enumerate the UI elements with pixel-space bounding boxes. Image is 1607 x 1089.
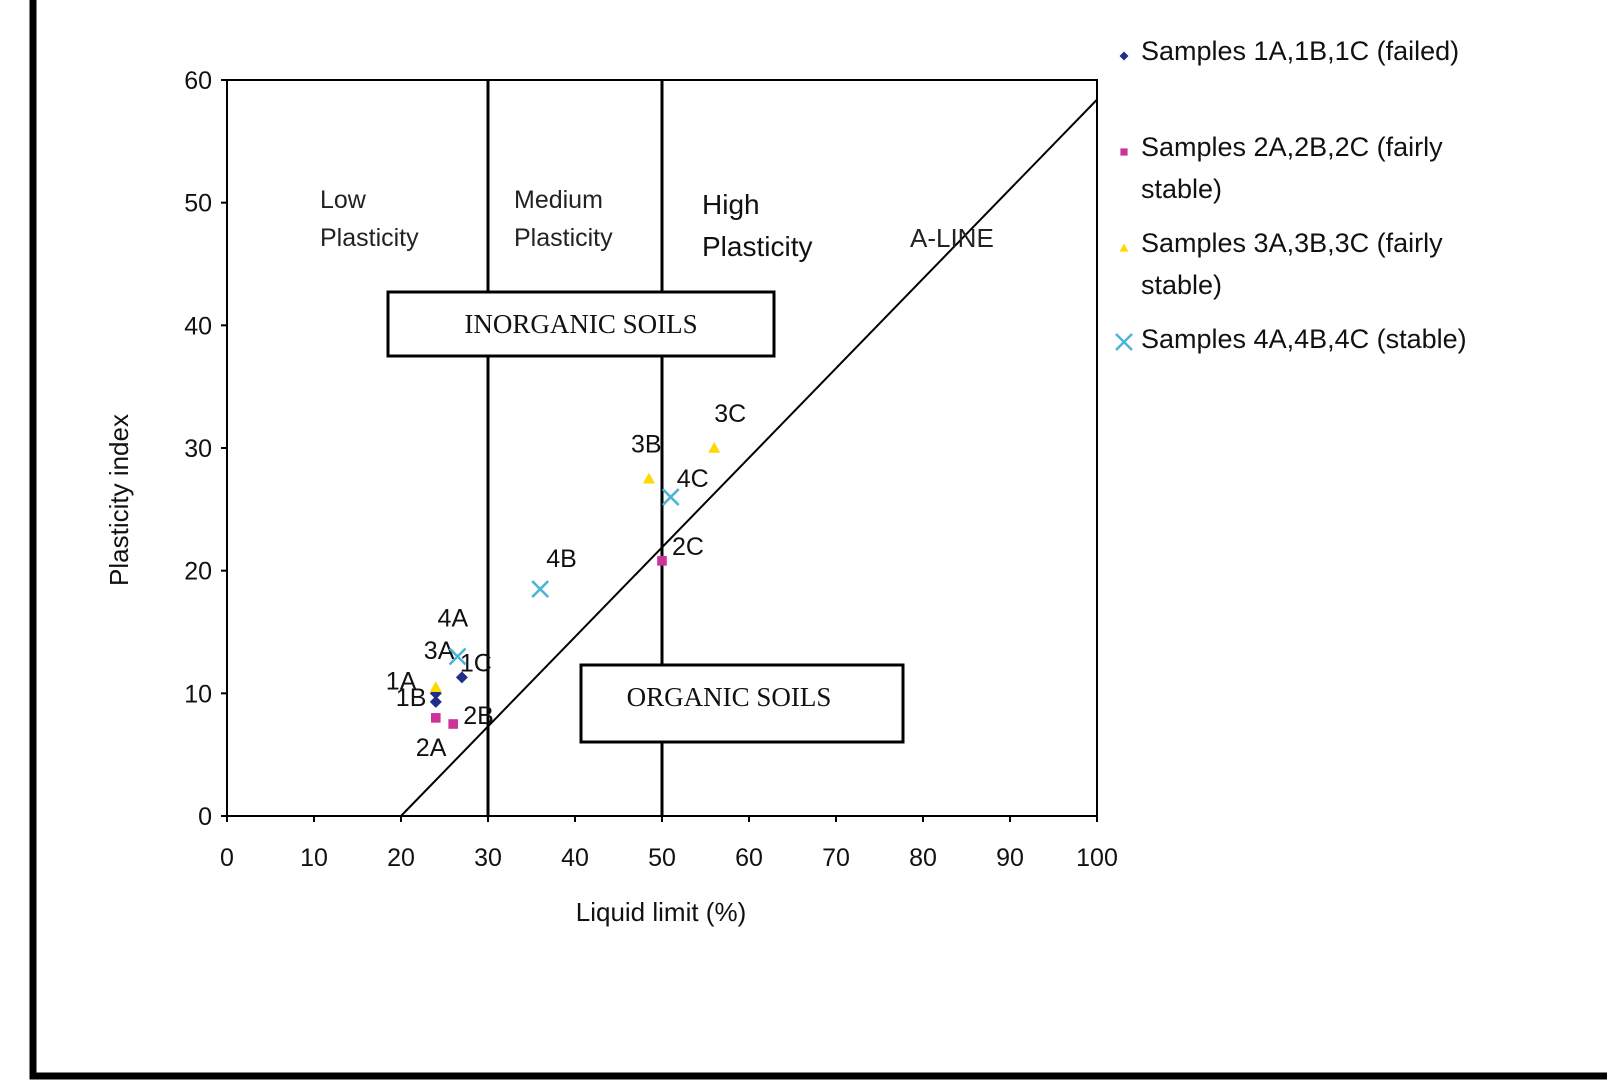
- y-axis-title: Plasticity index: [104, 414, 134, 586]
- point-4a: [448, 647, 467, 666]
- y-tick-label: 60: [184, 67, 212, 95]
- y-tick-label: 40: [184, 312, 212, 340]
- legend: Samples 1A,1B,1C (failed) Samples 2A,2B,2…: [1115, 36, 1467, 354]
- x-tick-label: 100: [1076, 844, 1118, 872]
- figure-border: [29, 0, 1607, 1080]
- organic-soils-label: ORGANIC SOILS: [627, 682, 832, 712]
- y-tick-label: 30: [184, 435, 212, 463]
- legend-text-2: stable): [1141, 174, 1222, 204]
- point-2b: [448, 719, 458, 729]
- legend-text-3: Samples 3A,3B,3C (fairly: [1141, 228, 1443, 258]
- legend-text-2: Samples 2A,2B,2C (fairly: [1141, 132, 1443, 162]
- x-tick-label: 60: [735, 844, 763, 872]
- point-3a: [429, 681, 442, 692]
- point-2c: [657, 556, 667, 566]
- point-label-3a: 3A: [424, 637, 455, 665]
- point-3b: [642, 472, 655, 484]
- point-2a: [431, 713, 441, 723]
- x-tick-label: 0: [220, 844, 234, 872]
- zone-medium-line2: Plasticity: [514, 224, 613, 252]
- x-tick-label: 80: [909, 844, 937, 872]
- point-label-4c: 4C: [677, 465, 709, 493]
- point-1c: [455, 671, 468, 684]
- y-tick-label: 20: [184, 558, 212, 586]
- legend-marker-3: [1119, 243, 1129, 252]
- point-label-4b: 4B: [546, 545, 577, 573]
- x-tick-label: 10: [300, 844, 328, 872]
- inorganic-soils-box: [386, 290, 776, 358]
- legend-text-3: stable): [1141, 270, 1222, 300]
- point-4c: [661, 488, 680, 506]
- axes: 0 10 20 30 40 50 60 70 80 90 100 0 10 20 30 40 50 60: [184, 67, 1118, 872]
- point-label-2a: 2A: [416, 734, 447, 762]
- legend-text-1: Samples 1A,1B,1C (failed): [1141, 36, 1459, 66]
- point-label-2c: 2C: [672, 533, 704, 561]
- point-3c: [708, 442, 721, 453]
- zone-high-line2: Plasticity: [702, 231, 812, 262]
- zone-medium-line1: Medium: [514, 186, 603, 214]
- point-1b: [429, 695, 442, 708]
- x-tick-label: 30: [474, 844, 502, 872]
- organic-soils-box: [579, 663, 905, 744]
- point-label-4a: 4A: [438, 605, 469, 633]
- a-line: [400, 98, 1098, 817]
- x-axis-title: Liquid limit (%): [576, 897, 747, 927]
- point-label-1b: 1B: [396, 684, 427, 712]
- x-tick-label: 20: [387, 844, 415, 872]
- x-tick-label: 90: [996, 844, 1024, 872]
- point-4b: [531, 580, 550, 598]
- point-label-1a: 1A: [386, 667, 417, 695]
- point-label-2b: 2B: [463, 702, 494, 730]
- y-tick-label: 10: [184, 680, 212, 708]
- x-tick-label: 40: [561, 844, 589, 872]
- inorganic-soils-label: INORGANIC SOILS: [464, 309, 697, 339]
- y-tick-label: 0: [198, 803, 212, 831]
- zone-low-line2: Plasticity: [320, 224, 419, 252]
- zone-high-line1: High: [702, 189, 760, 220]
- legend-marker-4: [1115, 333, 1133, 351]
- zone-low-line1: Low: [320, 186, 367, 214]
- legend-marker-2: [1120, 148, 1128, 156]
- a-line-label: A-LINE: [910, 223, 994, 253]
- point-label-3b: 3B: [631, 431, 662, 459]
- legend-text-4: Samples 4A,4B,4C (stable): [1141, 324, 1467, 354]
- x-tick-label: 50: [648, 844, 676, 872]
- legend-marker-1: [1119, 51, 1129, 61]
- x-tick-label: 70: [822, 844, 850, 872]
- y-tick-label: 50: [184, 190, 212, 218]
- point-label-3c: 3C: [714, 400, 746, 428]
